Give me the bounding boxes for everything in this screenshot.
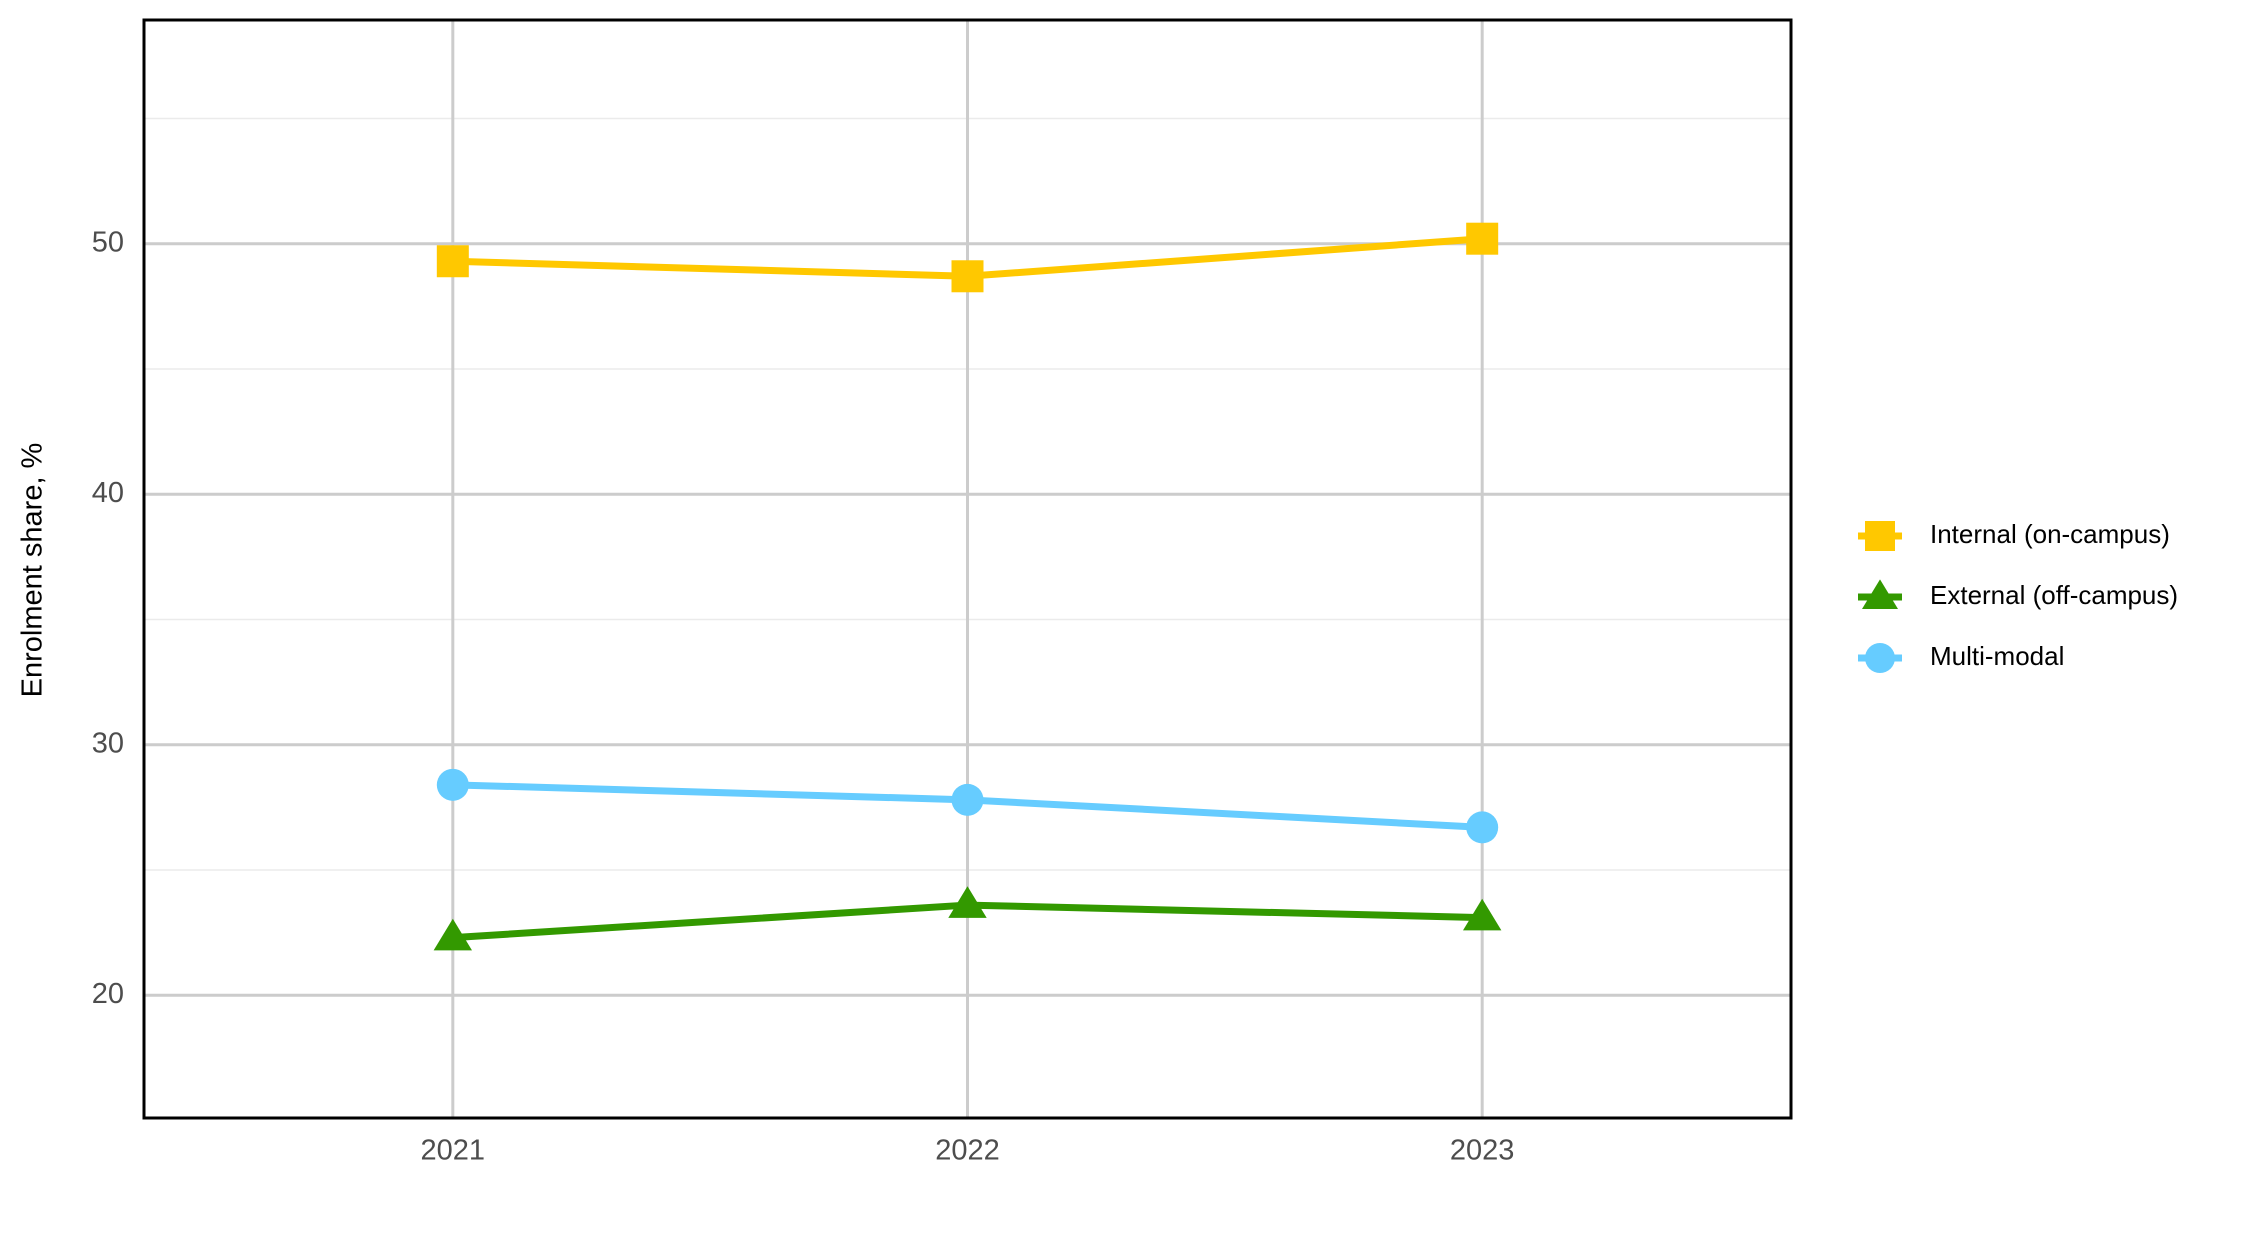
- x-tick-label: 2021: [421, 1135, 486, 1167]
- marker: [436, 245, 469, 278]
- marker: [951, 260, 984, 293]
- y-tick-label: 20: [92, 978, 124, 1010]
- marker: [1466, 222, 1499, 255]
- marker: [433, 918, 473, 951]
- y-tick-label: 30: [92, 727, 124, 759]
- legend-label: Multi-modal: [1930, 641, 2064, 671]
- marker: [951, 783, 984, 816]
- y-tick-label: 50: [92, 226, 124, 258]
- marker: [1462, 898, 1502, 931]
- legend-marker: [1865, 643, 1895, 673]
- legend-marker: [1865, 521, 1895, 551]
- x-tick-label: 2022: [935, 1135, 1000, 1167]
- y-axis-label: Enrolment share, %: [17, 443, 49, 698]
- legend-label: External (off-campus): [1930, 580, 2178, 610]
- marker: [948, 886, 987, 918]
- x-tick-label: 2023: [1450, 1135, 1515, 1167]
- legend-label: Internal (on-campus): [1930, 519, 2170, 549]
- plot-border: [142, 18, 1793, 1120]
- legend-marker: [1862, 579, 1898, 609]
- marker: [436, 768, 469, 801]
- y-tick-label: 40: [92, 477, 124, 509]
- marker: [1466, 811, 1499, 844]
